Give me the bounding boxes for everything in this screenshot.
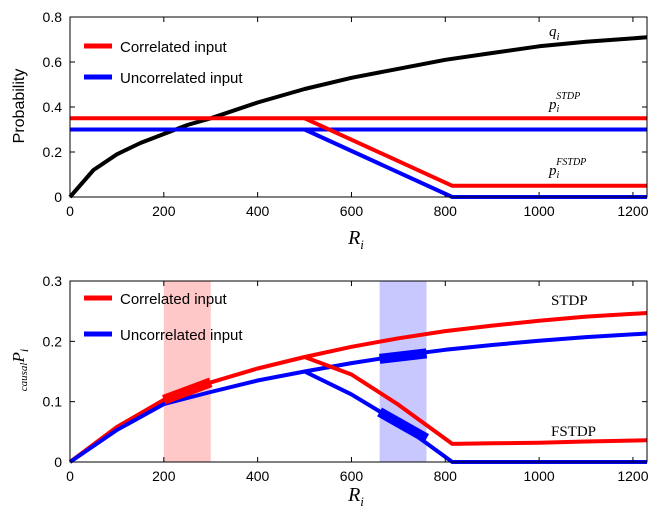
series-line-1 bbox=[68, 331, 648, 464]
annotation-fstdp: FSTDP bbox=[551, 424, 596, 440]
highlight-segment-0 bbox=[162, 377, 213, 405]
x-tick-label: 600 bbox=[340, 203, 364, 219]
x-tick-label: 1200 bbox=[617, 468, 648, 484]
x-tick-label: 0 bbox=[66, 468, 74, 484]
x-tick-label: 800 bbox=[434, 468, 458, 484]
annotation-p-stdp: piSTDP bbox=[548, 91, 580, 115]
ylabel-probability: Probability bbox=[11, 69, 28, 144]
causal-probability-panel: 0 200 400 600 800 1000 1200 0 0.1 0.2 0.3 causalPi… bbox=[9, 273, 649, 509]
ylabel-causal-p: causalPi bbox=[9, 349, 31, 391]
legend-label-correlated: Correlated input bbox=[120, 291, 228, 308]
annotation-stdp: STDP bbox=[551, 293, 588, 309]
legend-label-uncorrelated: Uncorrelated input bbox=[120, 327, 243, 344]
xlabel-r-top: Ri bbox=[347, 227, 364, 252]
series-line-0 bbox=[68, 35, 648, 199]
series-line-0 bbox=[68, 311, 648, 464]
legend-label-correlated: Correlated input bbox=[120, 39, 228, 56]
legend: Correlated input Uncorrelated input bbox=[84, 39, 243, 87]
legend: Correlated input Uncorrelated input bbox=[84, 291, 243, 344]
series-line-3 bbox=[303, 369, 647, 464]
x-tick-label: 200 bbox=[152, 203, 176, 219]
annotation-p-fstdp: piFSTDP bbox=[548, 157, 586, 181]
y-tick-label: 0 bbox=[54, 454, 62, 470]
legend-label-uncorrelated: Uncorrelated input bbox=[120, 70, 243, 87]
probability-panel: 0 200 400 600 800 1000 1200 0 0.2 0.4 0.6 0.8 Proba… bbox=[11, 9, 649, 252]
x-tick-label: 600 bbox=[340, 468, 364, 484]
x-tick-label: 0 bbox=[66, 203, 74, 219]
y-tick-label: 0.4 bbox=[43, 99, 63, 115]
x-tick-label: 200 bbox=[152, 468, 176, 484]
y-tick-label: 0.2 bbox=[43, 333, 63, 349]
x-tick-label: 1000 bbox=[524, 468, 555, 484]
series-line-3 bbox=[303, 116, 647, 188]
shaded-region-0 bbox=[163, 281, 211, 462]
y-tick-label: 0.3 bbox=[43, 273, 63, 289]
highlight-segment-1 bbox=[379, 348, 428, 364]
y-tick-label: 0.6 bbox=[43, 54, 63, 70]
x-tick-label: 400 bbox=[246, 468, 270, 484]
y-tick-label: 0.2 bbox=[43, 144, 63, 160]
highlight-segment-2 bbox=[377, 407, 429, 443]
xlabel-r-bottom: Ri bbox=[347, 484, 364, 509]
y-tick-label: 0.8 bbox=[43, 9, 63, 25]
x-tick-label: 1000 bbox=[524, 203, 555, 219]
x-tick-label: 1200 bbox=[617, 203, 648, 219]
x-tick-label: 800 bbox=[434, 203, 458, 219]
y-tick-label: 0.1 bbox=[43, 394, 63, 410]
series-line-2 bbox=[303, 355, 648, 446]
annotation-q: qi bbox=[549, 24, 560, 43]
plot-frame bbox=[69, 280, 648, 463]
x-tick-label: 400 bbox=[246, 203, 270, 219]
y-tick-label: 0 bbox=[54, 189, 62, 205]
